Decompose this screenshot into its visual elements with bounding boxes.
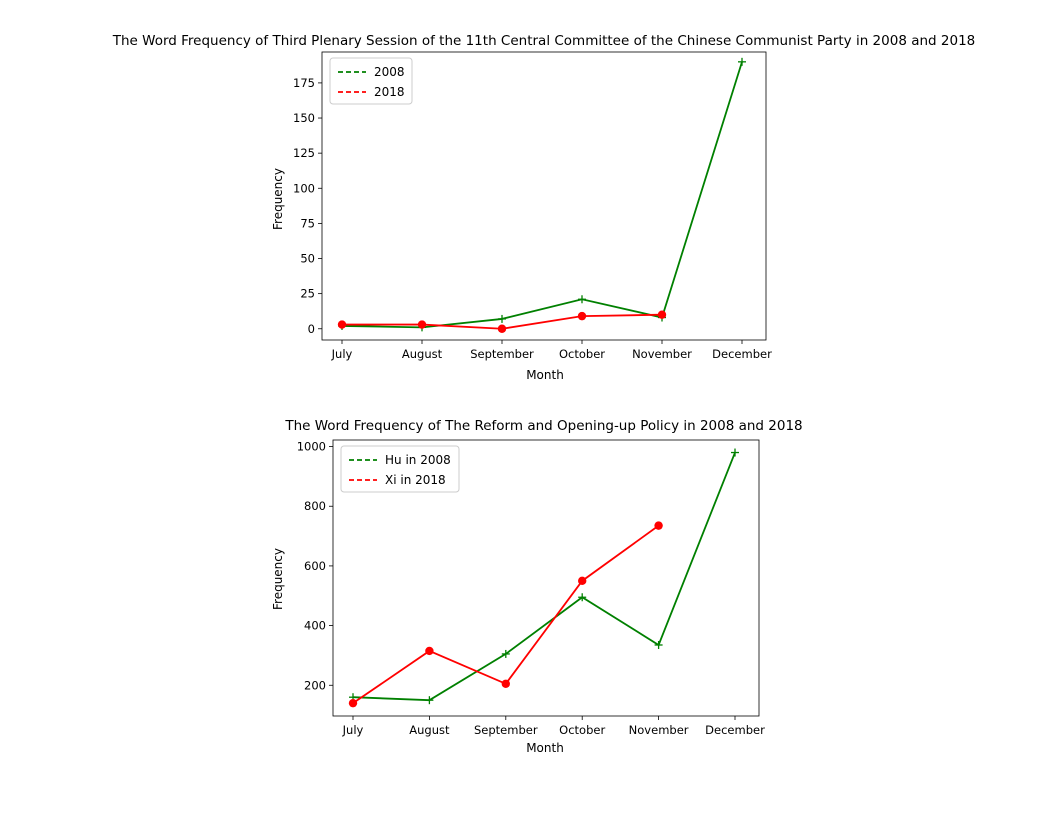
data-point xyxy=(578,576,587,586)
y-tick-label: 25 xyxy=(300,287,315,301)
data-point xyxy=(348,698,358,708)
x-tick-label: November xyxy=(632,347,692,361)
axes-frame xyxy=(332,439,760,717)
x-tick-label: October xyxy=(559,347,605,361)
data-point xyxy=(578,593,587,602)
chart-word-frequency-plenary-session: The Word Frequency of Third Plenary Sess… xyxy=(112,33,976,382)
x-axis-label: Month xyxy=(526,368,564,382)
data-point xyxy=(738,57,746,66)
x-tick-label: August xyxy=(402,347,443,361)
legend-label: 2008 xyxy=(374,65,405,79)
data-point xyxy=(501,649,510,658)
y-tick-label: 175 xyxy=(293,76,315,90)
data-point xyxy=(578,295,586,304)
data-point xyxy=(337,320,347,329)
chart-word-frequency-reform-policy: The Word Frequency of The Reform and Ope… xyxy=(271,418,803,755)
data-point xyxy=(498,314,506,323)
x-tick-label: November xyxy=(629,723,689,737)
legend: 2008 2018 xyxy=(329,57,413,105)
data-point xyxy=(425,646,434,656)
data-point xyxy=(417,320,427,329)
y-tick-label: 400 xyxy=(304,619,326,633)
legend-label: 2018 xyxy=(374,85,405,99)
x-tick-label: September xyxy=(470,347,534,361)
x-tick-label: December xyxy=(712,347,772,361)
y-tick-label: 1000 xyxy=(297,440,326,454)
x-tick-label: August xyxy=(409,723,450,737)
y-axis-label: Frequency xyxy=(271,548,285,610)
x-axis-label: Month xyxy=(526,741,564,755)
data-point xyxy=(425,696,434,705)
y-tick-label: 600 xyxy=(304,559,326,573)
y-tick-label: 800 xyxy=(304,499,326,513)
series-line-2 xyxy=(352,524,660,704)
x-tick-label: September xyxy=(474,723,538,737)
axes-frame xyxy=(321,51,767,341)
chart-title: The Word Frequency of The Reform and Ope… xyxy=(284,418,802,434)
legend-label: Xi in 2018 xyxy=(385,473,446,487)
data-point xyxy=(654,640,663,649)
x-tick-label: October xyxy=(559,723,605,737)
y-axis-label: Frequency xyxy=(271,168,285,230)
data-point xyxy=(731,448,739,457)
y-tick-label: 125 xyxy=(293,146,315,160)
x-tick-label: July xyxy=(331,347,353,361)
y-tick-label: 200 xyxy=(304,678,326,692)
y-tick-label: 150 xyxy=(293,111,315,125)
legend-label: Hu in 2008 xyxy=(385,453,451,467)
y-tick-label: 50 xyxy=(300,252,315,266)
y-tick-label: 100 xyxy=(293,181,315,195)
series-line-1 xyxy=(352,452,736,702)
data-point xyxy=(577,311,587,321)
legend-box xyxy=(340,445,460,493)
series-line-1 xyxy=(341,61,743,329)
data-point xyxy=(501,679,510,688)
data-point xyxy=(654,521,663,530)
legend: Hu in 2008 Xi in 2018 xyxy=(340,445,460,493)
x-tick-label: December xyxy=(705,723,765,737)
y-tick-label: 0 xyxy=(308,322,315,336)
data-point xyxy=(497,324,507,333)
y-tick-label: 75 xyxy=(300,216,315,230)
x-tick-label: July xyxy=(342,723,364,737)
data-point xyxy=(657,310,667,319)
chart-title: The Word Frequency of Third Plenary Sess… xyxy=(112,33,976,49)
